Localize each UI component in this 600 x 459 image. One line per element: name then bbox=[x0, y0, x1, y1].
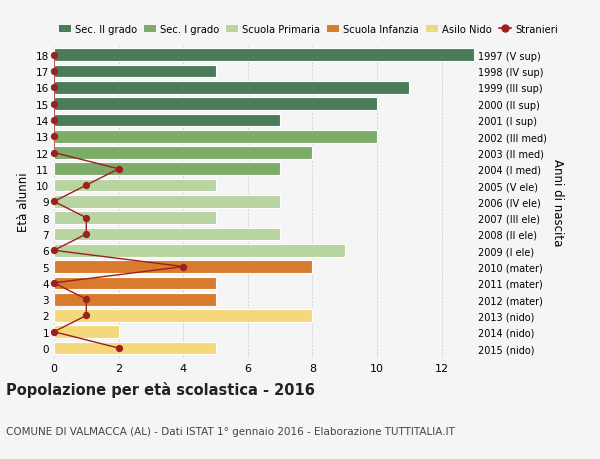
Point bbox=[49, 328, 59, 336]
Bar bbox=[54, 326, 119, 338]
Bar bbox=[54, 114, 280, 127]
Point bbox=[49, 280, 59, 287]
Bar bbox=[54, 261, 313, 273]
Legend: Sec. II grado, Sec. I grado, Scuola Primaria, Scuola Infanzia, Asilo Nido, Stran: Sec. II grado, Sec. I grado, Scuola Prim… bbox=[59, 25, 557, 35]
Text: COMUNE DI VALMACCA (AL) - Dati ISTAT 1° gennaio 2016 - Elaborazione TUTTITALIA.I: COMUNE DI VALMACCA (AL) - Dati ISTAT 1° … bbox=[6, 426, 455, 436]
Point bbox=[49, 68, 59, 76]
Point bbox=[49, 247, 59, 254]
Bar bbox=[54, 82, 409, 95]
Y-axis label: Anni di nascita: Anni di nascita bbox=[551, 158, 564, 246]
Bar bbox=[54, 342, 215, 355]
Bar bbox=[54, 163, 280, 176]
Point bbox=[82, 231, 91, 238]
Bar bbox=[54, 98, 377, 111]
Text: Popolazione per età scolastica - 2016: Popolazione per età scolastica - 2016 bbox=[6, 381, 315, 397]
Point bbox=[49, 117, 59, 124]
Point bbox=[49, 52, 59, 59]
Bar bbox=[54, 293, 215, 306]
Point bbox=[49, 84, 59, 92]
Bar bbox=[54, 244, 345, 257]
Bar bbox=[54, 131, 377, 143]
Point bbox=[82, 296, 91, 303]
Point bbox=[178, 263, 188, 271]
Bar bbox=[54, 309, 313, 322]
Point bbox=[49, 101, 59, 108]
Bar bbox=[54, 228, 280, 241]
Point bbox=[82, 214, 91, 222]
Point bbox=[49, 198, 59, 206]
Y-axis label: Età alunni: Età alunni bbox=[17, 172, 31, 232]
Bar bbox=[54, 66, 215, 78]
Bar bbox=[54, 179, 215, 192]
Point bbox=[49, 150, 59, 157]
Bar bbox=[54, 277, 215, 290]
Point bbox=[114, 345, 124, 352]
Bar bbox=[54, 147, 313, 160]
Point bbox=[82, 182, 91, 190]
Point bbox=[114, 166, 124, 173]
Bar bbox=[54, 212, 215, 224]
Bar bbox=[54, 196, 280, 208]
Point bbox=[82, 312, 91, 319]
Point bbox=[49, 133, 59, 140]
Bar bbox=[54, 49, 474, 62]
